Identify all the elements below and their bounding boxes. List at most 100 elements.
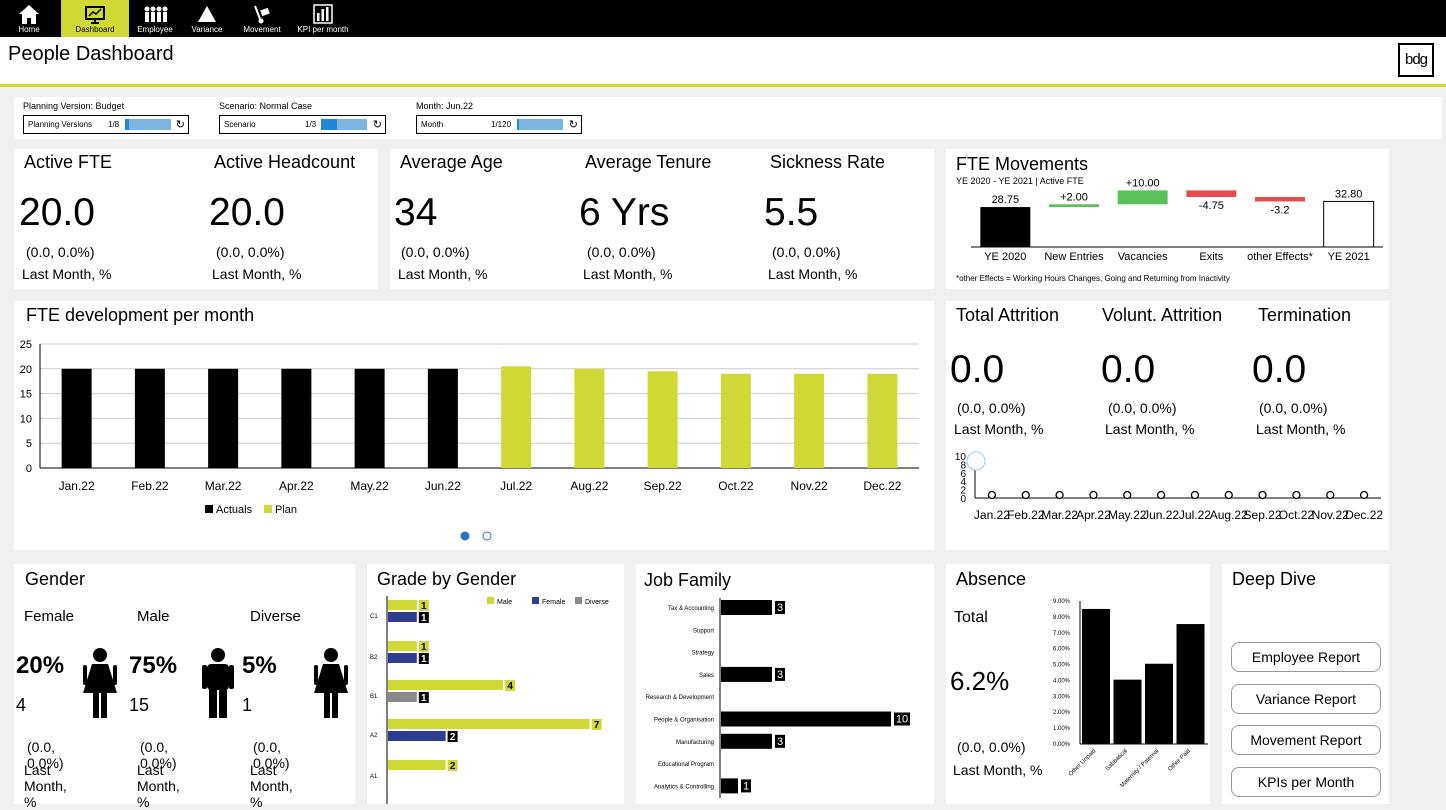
nav-dashboard-label: Dashboard — [75, 25, 115, 34]
data-label-bg — [418, 641, 429, 652]
data-label: 1 — [743, 780, 749, 792]
data-label-bg — [447, 731, 458, 742]
month-selector[interactable]: Month 1/120 ↻ — [416, 115, 582, 134]
average-age-value: 34 — [394, 191, 438, 234]
x-tick-label: Oct.22 — [718, 479, 754, 493]
triangle-icon — [182, 3, 232, 25]
fte-movements-title: FTE Movements — [956, 154, 1089, 174]
refresh-icon[interactable]: ↻ — [175, 119, 185, 131]
employee-report-button[interactable]: Employee Report — [1231, 642, 1381, 672]
y-tick-label: 9.00% — [1053, 599, 1071, 605]
y-tick-label: Support — [693, 628, 714, 634]
x-tick-label: New Entries — [1044, 251, 1104, 263]
y-tick-label: 0 — [960, 494, 966, 505]
movement-report-button[interactable]: Movement Report — [1231, 725, 1381, 755]
gender-count: 1 — [242, 695, 253, 715]
fte-development-panel: FTE development per month 0 5 10 15 20 25 Jan.… — [14, 301, 934, 550]
gender-count: 15 — [129, 695, 150, 715]
x-tick-label: Sabbatical — [1105, 748, 1129, 772]
bar — [1082, 608, 1110, 744]
nav-variance-label: Variance — [191, 25, 223, 34]
bar-male — [388, 760, 446, 770]
waterfall-value-label: +10.00 — [1126, 177, 1160, 189]
page-dot[interactable] — [460, 531, 470, 541]
refresh-icon[interactable]: ↻ — [372, 119, 382, 131]
scenario-bar — [321, 119, 367, 130]
scenario-count: 1/3 — [305, 120, 317, 129]
x-tick-label: Apr.22 — [1076, 508, 1111, 522]
data-label: 3 — [777, 669, 783, 681]
legend-swatch-actuals — [205, 505, 213, 513]
y-tick-label: Research & Development — [646, 695, 715, 701]
kpis-per-month-button[interactable]: KPIs per Month — [1231, 767, 1381, 797]
female-icon — [80, 647, 120, 724]
voluntary-attrition-value: 0.0 — [1101, 348, 1156, 391]
nav-kpi-per-month[interactable]: KPI per month — [292, 0, 354, 37]
month-bar — [517, 119, 563, 130]
nav-dashboard[interactable]: Dashboard — [61, 0, 129, 37]
data-label: 2 — [450, 732, 456, 743]
x-tick-label: Aug.22 — [1210, 508, 1248, 522]
y-tick-label: A1 — [370, 774, 378, 780]
refresh-icon[interactable]: ↻ — [568, 119, 578, 131]
legend-label-actuals: Actuals — [216, 504, 253, 516]
x-tick-label: Dec.22 — [1345, 508, 1383, 522]
y-tick-label: 0.00% — [1053, 742, 1071, 748]
x-tick-label: Mar.22 — [1041, 508, 1078, 522]
y-tick-label: 2.00% — [1053, 710, 1071, 716]
bar-actuals — [61, 368, 92, 468]
y-tick-label: 5.00% — [1053, 663, 1071, 669]
bar-female — [388, 731, 446, 741]
y-tick-label: A2 — [370, 733, 378, 739]
page-dot[interactable] — [482, 531, 492, 541]
gender-pct: 5% — [242, 652, 277, 679]
gender-delta: (0.0, 0.0%) — [27, 739, 64, 771]
x-tick-label: Jan.22 — [59, 479, 95, 493]
data-point — [987, 490, 997, 500]
sickness-rate-sub: Last Month, % — [768, 266, 858, 282]
data-point — [1055, 490, 1064, 500]
nav-kpi-label: KPI per month — [297, 25, 349, 34]
nav-movement[interactable]: Movement — [236, 0, 288, 37]
nav-home[interactable]: Home — [0, 0, 58, 37]
x-tick-label: Feb.22 — [131, 479, 169, 493]
x-tick-label: Oct.22 — [1279, 508, 1315, 522]
bar-actuals — [134, 368, 165, 468]
waterfall-bar — [1049, 204, 1099, 208]
company-logo: bdg — [1398, 43, 1434, 77]
data-label-bg — [741, 779, 751, 793]
sickness-rate-title: Sickness Rate — [770, 152, 886, 172]
data-point — [1021, 490, 1030, 500]
y-tick-label: 5 — [26, 438, 32, 450]
data-label: 1 — [421, 642, 427, 653]
x-tick-label: Mar.22 — [205, 479, 242, 493]
gender-count: 4 — [16, 695, 27, 715]
gender-panel: Gender Female 20% 4 (0.0, 0.0%) Last Month, … — [14, 564, 355, 810]
fte-movements-subtitle: YE 2020 - YE 2021 | Active FTE — [956, 176, 1084, 186]
data-label-bg — [775, 667, 785, 681]
x-tick-label: Other Paid — [1167, 748, 1192, 773]
nav-employee[interactable]: Employee — [131, 0, 179, 37]
data-label: 10 — [896, 714, 908, 726]
x-tick-label: YE 2020 — [984, 251, 1026, 263]
variance-report-button[interactable]: Variance Report — [1231, 684, 1381, 714]
termination-sub: Last Month, % — [1256, 421, 1346, 437]
nav-variance[interactable]: Variance — [182, 0, 232, 37]
y-tick-label: 10 — [955, 452, 967, 463]
active-fte-sub: Last Month, % — [22, 266, 112, 282]
planning-version-selector[interactable]: Planning Versions 1/8 ↻ — [23, 115, 189, 134]
total-attrition-sub: Last Month, % — [954, 421, 1044, 437]
gender-delta: (0.0, 0.0%) — [140, 739, 177, 771]
y-tick-label: 6.00% — [1053, 647, 1071, 653]
bar-actuals — [281, 368, 312, 468]
filter-bar: Planning Version: Budget Planning Versio… — [14, 97, 1442, 139]
scenario-selector[interactable]: Scenario 1/3 ↻ — [219, 115, 386, 134]
active-headcount-title: Active Headcount — [214, 152, 356, 172]
scenario-label: Scenario: Normal Case — [219, 101, 313, 111]
data-point — [1190, 490, 1200, 500]
job-family-title: Job Family — [644, 570, 732, 590]
age-tenure-sickness-panel: Average Age 34 (0.0, 0.0%) Last Month, %… — [390, 149, 934, 289]
bar-plan — [720, 373, 751, 468]
bar-female — [388, 612, 417, 622]
voluntary-attrition-sub: Last Month, % — [1105, 421, 1195, 437]
